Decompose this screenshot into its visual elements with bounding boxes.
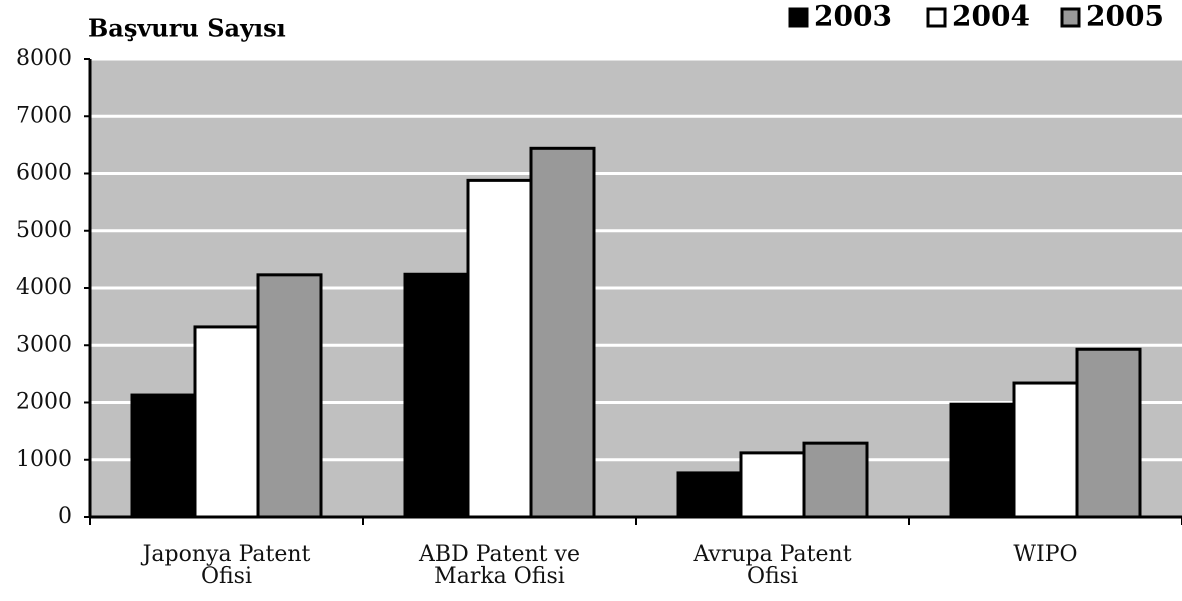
x-tick-label: Japonya Patent Ofisi bbox=[142, 542, 311, 589]
legend-label: 2005 bbox=[1086, 0, 1164, 33]
bar bbox=[802, 441, 869, 519]
legend-swatch bbox=[788, 7, 809, 28]
y-tick-label: 4000 bbox=[16, 275, 72, 300]
y-tick-label: 1000 bbox=[16, 447, 72, 472]
bar bbox=[529, 146, 596, 519]
bar bbox=[403, 272, 470, 519]
legend-label: 2003 bbox=[814, 0, 892, 33]
legend-swatch bbox=[926, 7, 947, 28]
x-tick-label: ABD Patent ve Marka Ofisi bbox=[419, 542, 580, 589]
y-tick-label: 7000 bbox=[16, 103, 72, 128]
bar bbox=[676, 471, 743, 519]
legend-label: 2004 bbox=[952, 0, 1030, 33]
x-tick-label: Avrupa Patent Ofisi bbox=[693, 542, 852, 589]
chart-title: Başvuru Sayısı bbox=[88, 14, 286, 43]
y-tick-label: 2000 bbox=[16, 390, 72, 415]
y-tick-label: 5000 bbox=[16, 218, 72, 243]
bar bbox=[1075, 347, 1142, 519]
bar bbox=[193, 325, 260, 519]
y-tick-label: 8000 bbox=[16, 46, 72, 71]
bar bbox=[739, 451, 806, 519]
bar bbox=[130, 393, 197, 519]
bar bbox=[256, 273, 323, 519]
bar bbox=[466, 178, 533, 519]
x-tick-label: WIPO bbox=[1013, 542, 1078, 567]
y-tick-label: 0 bbox=[58, 504, 72, 529]
bar bbox=[949, 402, 1016, 519]
bar bbox=[1012, 381, 1079, 519]
y-tick-label: 3000 bbox=[16, 332, 72, 357]
legend-swatch bbox=[1060, 7, 1081, 28]
y-tick-label: 6000 bbox=[16, 161, 72, 186]
